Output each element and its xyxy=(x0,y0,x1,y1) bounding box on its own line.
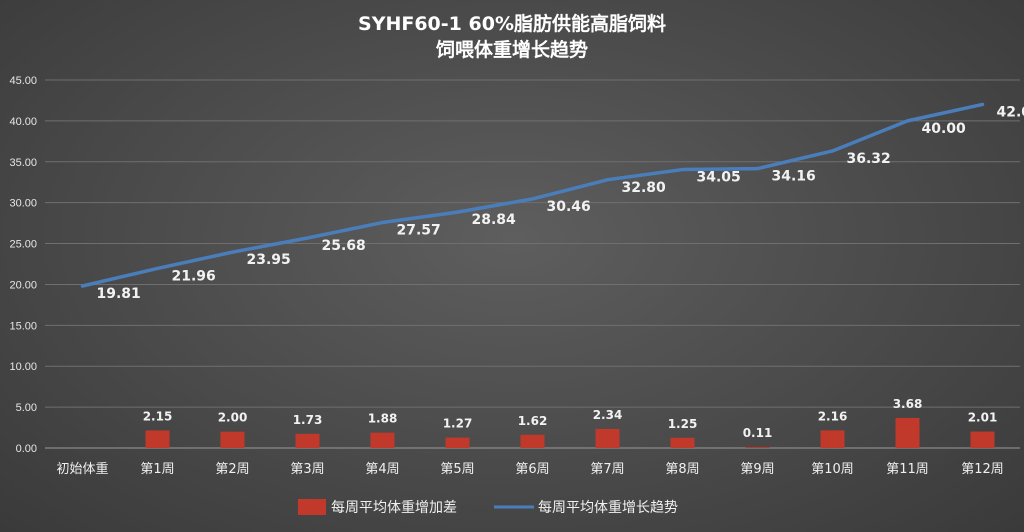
bar-data-label: 1.62 xyxy=(518,414,548,428)
bar-data-label: 1.25 xyxy=(668,417,698,431)
bar-series: 2.15 2.00 1.73 1.88 1.27 1.62 2.34 1.25 0.11 2.16… xyxy=(143,397,998,448)
chart-title-line-1: SYHF60-1 60%脂肪供能高脂饲料 xyxy=(358,12,666,35)
x-tick-label: 第11周 xyxy=(886,462,929,477)
y-tick-label: 5.00 xyxy=(16,402,37,414)
bar-data-label: 1.88 xyxy=(368,412,398,426)
line-point xyxy=(906,119,909,123)
y-tick-label: 40.00 xyxy=(9,116,37,128)
line-data-label: 34.05 xyxy=(697,170,741,186)
bar-data-label: 2.34 xyxy=(593,408,623,422)
y-axis-ticks: 0.00 5.00 10.00 15.00 20.00 25.00 30.00 35.00 40… xyxy=(9,75,37,455)
y-tick-label: 45.00 xyxy=(9,75,37,87)
line-data-label: 21.96 xyxy=(172,268,216,284)
legend-label-bar: 每周平均体重增加差 xyxy=(331,500,457,516)
x-tick-label: 第1周 xyxy=(140,462,174,477)
line-point xyxy=(456,210,459,214)
y-tick-label: 20.00 xyxy=(9,279,37,291)
line-point xyxy=(531,197,534,201)
line-point xyxy=(231,250,234,254)
x-tick-label: 第10周 xyxy=(811,462,854,477)
legend-label-line: 每周平均体重增长趋势 xyxy=(538,500,678,516)
bar-mark xyxy=(670,437,695,448)
bar-data-label: 2.15 xyxy=(143,409,173,423)
x-tick-label: 第4周 xyxy=(365,462,399,477)
line-data-label: 36.32 xyxy=(847,151,891,167)
y-tick-label: 0.00 xyxy=(16,443,37,455)
y-tick-label: 35.00 xyxy=(9,157,37,169)
bar-data-label: 3.68 xyxy=(893,397,923,411)
x-tick-label: 第9周 xyxy=(740,462,774,477)
x-tick-label: 第12周 xyxy=(961,462,1004,477)
line-data-label: 27.57 xyxy=(397,223,441,239)
bar-mark xyxy=(820,430,845,448)
bar-data-label: 0.11 xyxy=(743,426,773,440)
line-point xyxy=(81,284,84,288)
line-point xyxy=(381,221,384,225)
line-data-label: 28.84 xyxy=(472,212,517,228)
bar-data-label: 1.27 xyxy=(443,417,473,431)
line-data-label: 32.80 xyxy=(622,180,667,196)
line-data-label: 40.00 xyxy=(922,121,967,137)
y-tick-label: 10.00 xyxy=(9,361,37,373)
gridlines xyxy=(45,79,1020,449)
y-tick-label: 15.00 xyxy=(9,320,37,332)
line-point xyxy=(681,168,684,172)
x-tick-label: 第5周 xyxy=(440,462,474,477)
line-data-label: 30.46 xyxy=(547,199,591,215)
line-data-label: 19.81 xyxy=(97,286,141,302)
y-tick-label: 30.00 xyxy=(9,198,37,210)
bar-data-label: 2.01 xyxy=(968,411,998,425)
line-point xyxy=(831,149,834,153)
bar-mark xyxy=(145,430,170,448)
trend-line xyxy=(80,102,985,288)
y-tick-label: 25.00 xyxy=(9,239,37,251)
line-point xyxy=(756,167,759,171)
x-axis-ticks: 初始体重 第1周 第2周 第3周 第4周 第5周 第6周 第7周 第8周 第9周 第10周 第11周 第… xyxy=(56,461,1003,477)
bar-data-label: 2.00 xyxy=(218,411,248,425)
x-tick-label: 第6周 xyxy=(515,462,549,477)
bar-mark xyxy=(745,447,770,448)
line-point xyxy=(606,178,609,182)
bar-mark xyxy=(295,433,320,448)
chart-title-line-2: 饲喂体重增长趋势 xyxy=(435,38,588,61)
bar-mark xyxy=(595,428,620,448)
line-point xyxy=(156,266,159,270)
bar-mark xyxy=(520,434,545,448)
bar-data-label: 1.73 xyxy=(293,413,323,427)
line-series: 19.81 21.96 23.95 25.68 27.57 28.84 30.46 32.80… xyxy=(80,102,1024,302)
legend-swatch-bar xyxy=(298,499,326,515)
x-tick-label: 第7周 xyxy=(590,462,624,477)
line-point xyxy=(306,236,309,240)
bar-data-label: 2.16 xyxy=(818,409,848,423)
line-data-label: 42.01 xyxy=(997,104,1024,120)
bar-mark xyxy=(970,431,995,448)
line-data-label: 23.95 xyxy=(247,252,291,268)
x-tick-label: 初始体重 xyxy=(56,461,108,477)
legend: 每周平均体重增加差 每周平均体重增长趋势 xyxy=(298,499,678,516)
bar-mark xyxy=(220,431,245,448)
x-tick-label: 第2周 xyxy=(215,462,249,477)
bar-mark xyxy=(895,417,920,448)
line-data-label: 34.16 xyxy=(772,169,816,185)
line-data-label: 25.68 xyxy=(322,238,366,254)
x-tick-label: 第3周 xyxy=(290,462,324,477)
bar-mark xyxy=(370,432,395,448)
bar-mark xyxy=(445,437,470,448)
line-point xyxy=(981,102,984,106)
x-tick-label: 第8周 xyxy=(665,462,699,477)
